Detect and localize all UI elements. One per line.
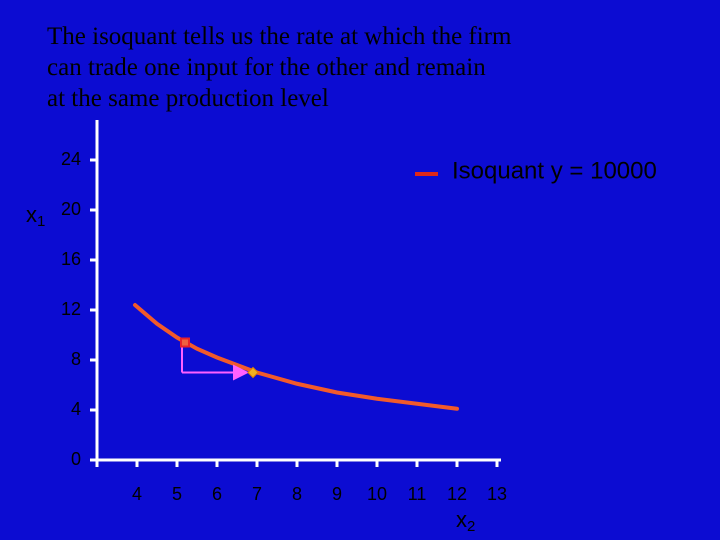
y-tick-label: 24 [61, 149, 81, 169]
point-square [180, 337, 190, 348]
legend-label: Isoquant y = 10000 [452, 157, 657, 184]
x-tick-label: 12 [447, 484, 467, 504]
x-tick-label: 11 [408, 484, 427, 504]
x-axis-label-text: x [456, 507, 467, 532]
title-line: can trade one input for the other and re… [47, 54, 486, 81]
x-axis-label-subscript: 2 [467, 518, 475, 535]
x-tick-label: 8 [292, 484, 302, 504]
y-tick-label: 20 [61, 199, 81, 219]
y-axis-label-text: x [26, 202, 37, 227]
x-tick-label: 6 [212, 484, 222, 504]
x-axis-label: x2 [456, 507, 475, 535]
y-tick-label: 12 [61, 299, 81, 319]
y-tick-label: 16 [61, 249, 81, 269]
title-line: The isoquant tells us the rate at which … [47, 23, 512, 50]
x-tick-label: 7 [252, 484, 262, 504]
x-tick-label: 4 [132, 484, 142, 504]
y-tick-label: 4 [71, 399, 81, 419]
y-axis-label: x1 [26, 202, 45, 230]
x-tick-label: 10 [367, 484, 387, 504]
y-axis-label-subscript: 1 [37, 213, 45, 230]
title-line: at the same production level [47, 85, 329, 112]
x-tick-label: 5 [172, 484, 182, 504]
point-diamond [247, 366, 259, 379]
x-tick-label: 13 [487, 484, 507, 504]
title: The isoquant tells us the rate at which … [47, 23, 512, 112]
isoquant-line [133, 303, 459, 411]
y-tick-label: 8 [71, 349, 81, 369]
x-tick-label: 9 [332, 484, 342, 504]
y-tick-label: 0 [71, 449, 81, 469]
